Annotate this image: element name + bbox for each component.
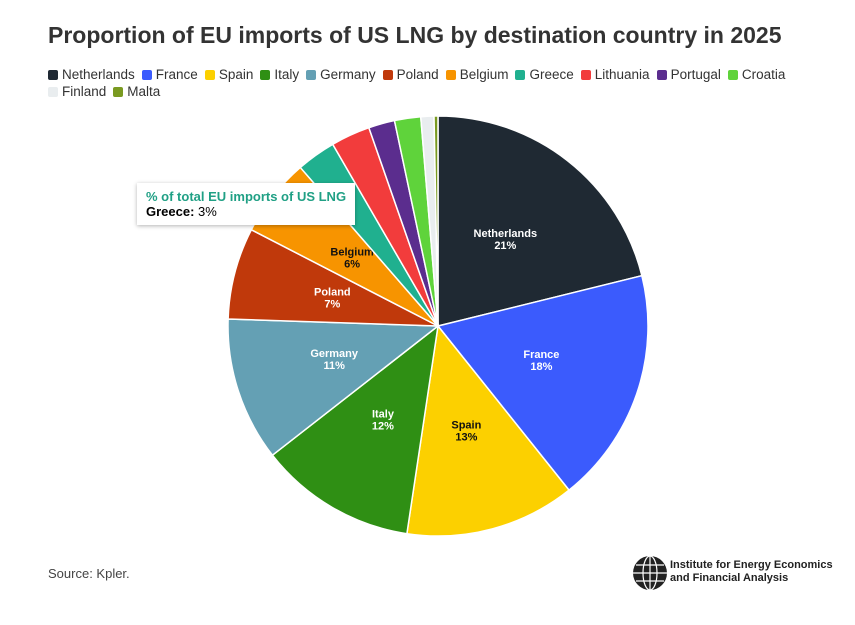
- source: Source: Kpler.: [48, 566, 130, 581]
- slice-value: 11%: [323, 360, 345, 372]
- tooltip-label: Greece:: [146, 204, 195, 219]
- legend-swatch: [48, 70, 58, 80]
- slice-label: Poland: [314, 286, 351, 298]
- slice-value: 21%: [494, 240, 516, 252]
- legend-swatch: [141, 70, 152, 80]
- logo-icon: [633, 555, 667, 591]
- legend-swatch: [656, 70, 667, 80]
- pie-slice: [406, 324, 571, 537]
- slice-value: 12%: [372, 420, 394, 432]
- slice-value: 7%: [324, 298, 340, 310]
- legend-label: Croatia: [741, 67, 786, 82]
- legend-label: Poland: [396, 67, 439, 82]
- legend-label: Belgium: [459, 67, 509, 82]
- tooltip: % of total EU imports of US LNG Greece: …: [137, 183, 356, 225]
- slice-label: Germany: [310, 348, 359, 360]
- legend-swatch: [727, 70, 738, 80]
- logo-line: Institute for Energy Economics: [670, 559, 833, 571]
- legend-item[interactable]: France: [141, 66, 198, 83]
- legend-item[interactable]: Portugal: [656, 66, 721, 83]
- legend-label: Lithuania: [594, 67, 650, 82]
- pie-slice: [436, 274, 649, 492]
- legend-item[interactable]: Poland: [382, 66, 439, 83]
- logo-line: and Financial Analysis: [670, 572, 789, 584]
- legend-item[interactable]: Finland: [48, 83, 106, 100]
- slice-label: Belgium: [330, 247, 374, 259]
- legend-item[interactable]: Germany: [306, 66, 376, 83]
- tooltip-value: 3%: [198, 204, 217, 219]
- legend-label: Finland: [62, 84, 107, 99]
- legend: Netherlands France Spain Italy Germany Poland…: [48, 66, 808, 100]
- legend-swatch: [580, 70, 591, 80]
- legend-swatch: [260, 70, 271, 80]
- legend-swatch: [306, 70, 317, 80]
- legend-swatch: [48, 87, 58, 97]
- legend-item[interactable]: Netherlands: [48, 66, 135, 83]
- slice-label: Spain: [451, 419, 481, 431]
- legend-swatch: [445, 70, 456, 80]
- tooltip-title: % of total EU imports of US LNG: [146, 189, 347, 204]
- legend-item[interactable]: Greece: [515, 66, 574, 83]
- legend-item[interactable]: Malta: [113, 83, 160, 100]
- legend-swatch: [204, 70, 215, 80]
- legend-label: France: [155, 67, 198, 82]
- pie-slice: [437, 115, 643, 327]
- pie-slice: [433, 115, 439, 327]
- legend-label: Greece: [529, 67, 574, 82]
- legend-item[interactable]: Belgium: [445, 66, 509, 83]
- slice-value: 6%: [344, 259, 360, 271]
- slice-value: 18%: [530, 361, 552, 373]
- legend-item[interactable]: Croatia: [727, 66, 786, 83]
- slice-label: France: [523, 349, 559, 361]
- legend-label: Italy: [274, 67, 300, 82]
- legend-swatch: [113, 87, 124, 97]
- legend-swatch: [515, 70, 526, 80]
- legend-label: Malta: [127, 84, 161, 99]
- pie-slice: [271, 324, 440, 535]
- logo-text: Institute for Energy Economics and Finan…: [670, 559, 833, 585]
- legend-item[interactable]: Spain: [204, 66, 254, 83]
- slice-value: 13%: [455, 431, 477, 443]
- slice-label: Netherlands: [474, 228, 538, 240]
- slice-label: Italy: [372, 408, 395, 420]
- legend-label: Portugal: [670, 67, 721, 82]
- legend-item[interactable]: Italy: [260, 66, 299, 83]
- legend-label: Germany: [320, 67, 376, 82]
- chart-title: Proportion of EU imports of US LNG by de…: [48, 22, 782, 48]
- legend-label: Netherlands: [62, 67, 135, 82]
- pie-slice: [227, 318, 441, 457]
- legend-swatch: [382, 70, 393, 80]
- legend-item[interactable]: Lithuania: [580, 66, 650, 83]
- legend-label: Spain: [218, 67, 254, 82]
